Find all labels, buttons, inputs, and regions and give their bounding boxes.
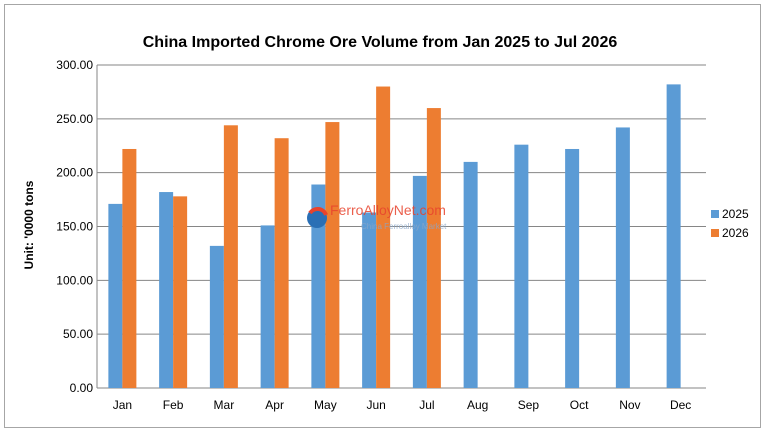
legend: 2025 2026 bbox=[711, 207, 749, 240]
x-tick-label: Oct bbox=[570, 398, 589, 412]
y-tick-label: 200.00 bbox=[56, 166, 93, 180]
x-tick-label: Jun bbox=[366, 398, 385, 412]
x-tick-label: Apr bbox=[265, 398, 284, 412]
bar-2025-oct bbox=[565, 148, 580, 388]
watermark-logo: FerroAlloyNet.com China Ferroalloy Marke… bbox=[307, 202, 447, 231]
legend-swatch-2026 bbox=[711, 229, 719, 237]
bars bbox=[108, 84, 681, 389]
bar-2025-jan bbox=[108, 203, 123, 388]
bar-2025-sep bbox=[514, 144, 529, 388]
chart-title: China Imported Chrome Ore Volume from Ja… bbox=[143, 34, 618, 51]
y-tick-labels: 0.00 50.00 100.00 150.00 200.00 250.00 300.00 bbox=[56, 58, 93, 395]
x-tick-label: Dec bbox=[670, 398, 691, 412]
bar-2026-jan bbox=[122, 148, 137, 388]
y-tick-label: 300.00 bbox=[56, 58, 93, 72]
bar-2026-apr bbox=[274, 138, 289, 388]
y-tick-label: 150.00 bbox=[56, 220, 93, 234]
chart-frame: China Imported Chrome Ore Volume from Ja… bbox=[4, 4, 761, 428]
bar-2025-aug bbox=[463, 161, 478, 388]
y-tick-label: 0.00 bbox=[70, 381, 94, 395]
x-tick-label: Jan bbox=[113, 398, 132, 412]
bar-2025-apr bbox=[260, 225, 275, 388]
y-axis-label: Unit: '0000 tons bbox=[22, 180, 36, 269]
bar-2025-mar bbox=[209, 245, 224, 388]
bar-2026-jun bbox=[376, 86, 391, 389]
bar-2026-may bbox=[325, 122, 340, 389]
x-tick-label: Jul bbox=[419, 398, 434, 412]
chart-svg: China Imported Chrome Ore Volume from Ja… bbox=[22, 34, 749, 412]
x-tick-label: Aug bbox=[467, 398, 488, 412]
bar-2026-jul bbox=[426, 108, 441, 389]
bar-2025-jul bbox=[412, 175, 427, 388]
watermark-brand: FerroAlloyNet.com bbox=[330, 202, 446, 218]
x-tick-label: Nov bbox=[619, 398, 640, 412]
bar-2026-mar bbox=[223, 125, 238, 388]
bar-2025-dec bbox=[666, 84, 681, 388]
bar-2025-may bbox=[311, 184, 326, 388]
legend-label-2026: 2026 bbox=[722, 226, 749, 240]
gridlines bbox=[96, 64, 706, 389]
x-tick-labels: Jan Feb Mar Apr May Jun Jul Aug Sep Oct Nov Dec bbox=[113, 398, 692, 412]
bar-2025-feb bbox=[159, 192, 174, 388]
x-tick-label: May bbox=[314, 398, 337, 412]
x-tick-label: Mar bbox=[214, 398, 235, 412]
watermark-tagline: China Ferroalloy Market bbox=[361, 222, 447, 231]
bar-2026-feb bbox=[173, 196, 188, 388]
bar-2025-jun bbox=[362, 212, 377, 388]
bar-2025-nov bbox=[615, 127, 630, 389]
legend-swatch-2025 bbox=[711, 210, 719, 218]
x-tick-label: Sep bbox=[518, 398, 540, 412]
legend-label-2025: 2025 bbox=[722, 207, 749, 221]
y-tick-label: 100.00 bbox=[56, 273, 93, 287]
y-tick-label: 250.00 bbox=[56, 112, 93, 126]
x-tick-label: Feb bbox=[163, 398, 184, 412]
y-tick-label: 50.00 bbox=[63, 327, 93, 341]
